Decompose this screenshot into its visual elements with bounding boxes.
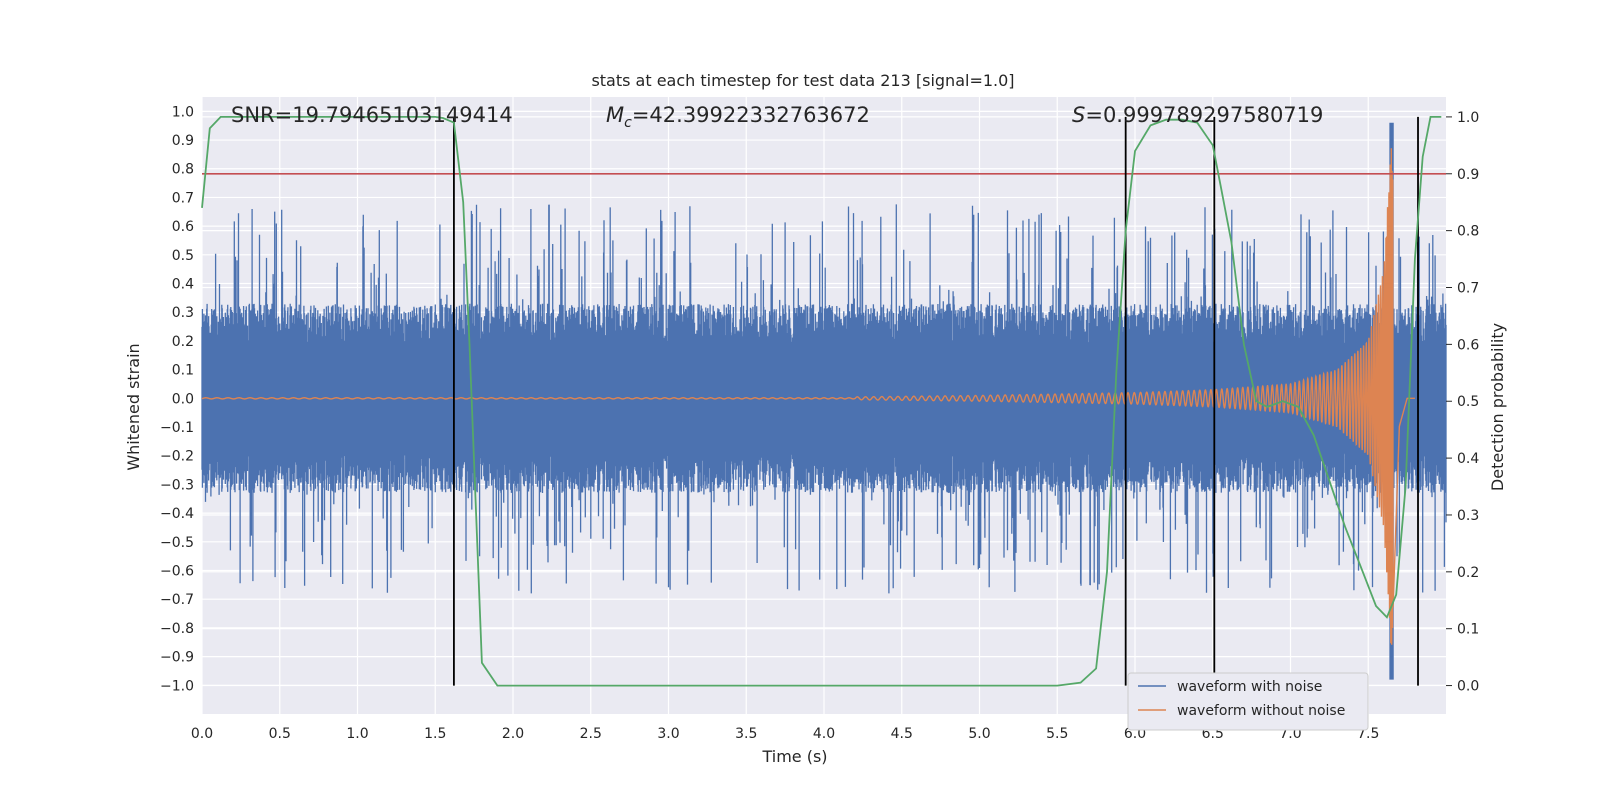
y-tick-label: 0.1	[172, 363, 194, 379]
y-tick-label: 0.6	[172, 219, 194, 235]
x-tick-label: 5.5	[1046, 726, 1068, 742]
mc-subscript: c	[624, 115, 632, 131]
x-tick-label: 5.0	[968, 726, 990, 742]
x-tick-label: 3.0	[657, 726, 679, 742]
y2-tick-label: 0.5	[1457, 394, 1479, 410]
y2-tick-label: 0.0	[1457, 679, 1479, 695]
y-tick-label: 0.9	[172, 133, 194, 149]
s-annotation: S=0.999789297580719	[1072, 103, 1323, 127]
y-tick-label: −0.1	[160, 420, 194, 436]
y2-tick-label: 0.6	[1457, 337, 1479, 353]
series-detection-probability	[201, 116, 1442, 687]
y-tick-label: 0.4	[172, 277, 194, 293]
y2-tick-label: 0.7	[1457, 281, 1479, 297]
x-tick-label: 4.5	[891, 726, 913, 742]
y-tick-label: −0.5	[160, 535, 194, 551]
x-tick-label: 1.5	[424, 726, 446, 742]
chart-title: stats at each timestep for test data 213…	[591, 71, 1014, 90]
y-tick-label: 1.0	[172, 104, 194, 120]
mc-annotation: Mc=42.39922332763672	[606, 103, 870, 131]
snr-annotation: SNR=19.79465103149414	[231, 103, 513, 127]
overlay-lines	[202, 116, 1446, 686]
x-tick-label: 2.0	[502, 726, 524, 742]
y2-axis-label: Detection probability	[1488, 323, 1507, 491]
x-tick-label: 1.0	[346, 726, 368, 742]
mc-value: =42.39922332763672	[632, 103, 870, 127]
y2-tick-label: 0.2	[1457, 565, 1479, 581]
y-tick-label: 0.8	[172, 162, 194, 178]
y2-tick-label: 0.4	[1457, 451, 1479, 467]
y-tick-label: −0.6	[160, 564, 194, 580]
y2-tick-label: 0.8	[1457, 224, 1479, 240]
axes: 0.0 0.5 1.0 1.5 2.0 2.5 3.0 3.5 4.0 4.5 5.0 5.5 6.0 6…	[160, 104, 1479, 742]
mc-symbol: M	[606, 103, 624, 127]
y-tick-label: 0.3	[172, 305, 194, 321]
y2-tick-label: 1.0	[1457, 110, 1479, 126]
s-symbol: S	[1072, 103, 1085, 127]
y2-tick-label: 0.9	[1457, 167, 1479, 183]
x-tick-label: 2.5	[580, 726, 602, 742]
x-tick-label: 0.0	[191, 726, 213, 742]
y2-tick-label: 0.3	[1457, 508, 1479, 524]
s-value: =0.999789297580719	[1085, 103, 1323, 127]
y-tick-label: −0.7	[160, 592, 194, 608]
legend: waveform with noise waveform without noi…	[1127, 672, 1369, 731]
legend-box	[1127, 672, 1369, 731]
y-tick-label: −0.9	[160, 650, 194, 666]
x-tick-label: 4.0	[813, 726, 835, 742]
y-tick-label: 0.0	[172, 391, 194, 407]
y2-tick-label: 0.1	[1457, 622, 1479, 638]
y-tick-label: −0.2	[160, 449, 194, 465]
y-tick-label: −1.0	[160, 678, 194, 694]
legend-label-clean: waveform without noise	[1177, 703, 1345, 719]
legend-label-noise: waveform with noise	[1177, 679, 1322, 695]
probability-path	[201, 116, 1442, 687]
y-tick-label: 0.2	[172, 334, 194, 350]
x-tick-label: 0.5	[269, 726, 291, 742]
y-tick-label: −0.8	[160, 621, 194, 637]
y-axis-label: Whitened strain	[124, 343, 143, 470]
x-axis-label: Time (s)	[761, 747, 827, 766]
y-tick-label: −0.4	[160, 506, 194, 522]
y-tick-label: −0.3	[160, 477, 194, 493]
series-waveform-without-noise	[201, 148, 1415, 645]
clean-waveform-path	[201, 148, 1415, 645]
x-tick-label: 3.5	[735, 726, 757, 742]
y-tick-label: 0.5	[172, 248, 194, 264]
y-tick-label: 0.7	[172, 190, 194, 206]
